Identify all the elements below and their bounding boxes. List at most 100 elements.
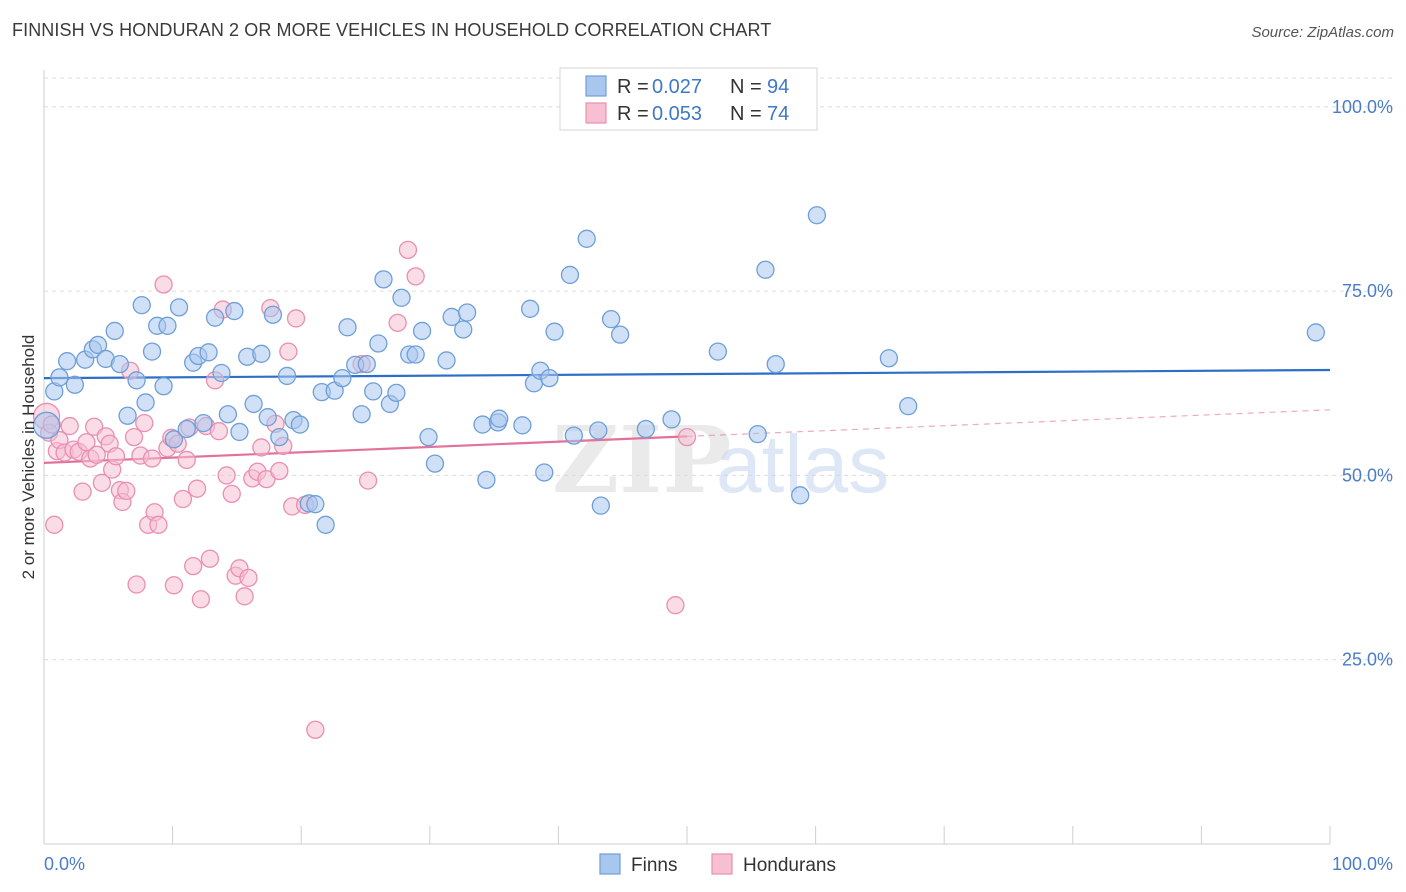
finns-point [387, 383, 406, 403]
x-tick-label-min: 0.0% [44, 854, 85, 874]
y-tick-label-50: 50.0% [1342, 465, 1393, 485]
finns-point [560, 265, 580, 285]
bottom-legend-hondurans-swatch [711, 853, 733, 875]
trend-line-finns [43, 368, 1331, 380]
finns-point [756, 260, 775, 279]
hondurans-point [398, 240, 418, 260]
hondurans-point [306, 720, 325, 739]
finns-point [791, 486, 810, 505]
hondurans-point [187, 479, 207, 498]
hondurans-point [286, 309, 306, 328]
hondurans-point [177, 450, 196, 470]
finns-point [473, 415, 492, 434]
finns-point [169, 298, 189, 317]
finns-point [357, 354, 376, 374]
hondurans-point [217, 466, 236, 485]
finns-point [545, 322, 564, 341]
hondurans-point [127, 575, 146, 594]
finns-point [374, 270, 393, 289]
legend-finns-n-label: N = [730, 76, 767, 98]
x-tick-label-max: 100.0% [1332, 854, 1393, 874]
hondurans-point [142, 449, 162, 468]
hondurans-point [358, 471, 378, 490]
hondurans-point [184, 556, 203, 576]
finns-point [454, 320, 473, 339]
bottom-legend-finns-swatch [599, 853, 621, 875]
finns-point [316, 515, 335, 534]
hondurans-point [239, 568, 258, 588]
finns-point [338, 318, 357, 337]
legend-hondurans-r-label: R = [617, 103, 654, 125]
legend-finns-n-value: 94 [767, 76, 789, 98]
finns-point [177, 419, 196, 439]
finns-point [252, 344, 271, 363]
scatter-points [32, 206, 1326, 739]
hondurans-point [135, 413, 154, 433]
finns-point [136, 393, 155, 412]
y-tick-label-75: 75.0% [1342, 281, 1393, 301]
finns-point [535, 463, 554, 482]
bottom-legend: Finns Hondurans [599, 853, 836, 876]
legend: R = 0.027 N = 94 R = 0.053 N = 74 [559, 67, 818, 131]
legend-hondurans-r-value: 0.053 [652, 103, 702, 125]
finns-point [879, 349, 899, 368]
hondurans-point [117, 481, 136, 501]
hondurans-point [279, 342, 298, 361]
finns-point [352, 405, 371, 424]
finns-point [158, 316, 177, 335]
finns-point [610, 325, 630, 344]
legend-finns-r-value: 0.027 [652, 76, 702, 98]
hondurans-point [235, 587, 254, 606]
finns-point [807, 206, 827, 225]
finns-point [110, 354, 130, 374]
finns-point [205, 308, 225, 327]
hondurans-point [73, 482, 92, 501]
finns-point [244, 394, 263, 414]
finns-point [57, 352, 77, 371]
finns-point [364, 382, 383, 401]
finns-point [258, 408, 277, 427]
finns-point [425, 454, 445, 473]
finns-point [118, 406, 137, 425]
finns-point [899, 396, 918, 416]
finns-point [457, 303, 477, 322]
hondurans-point [666, 596, 685, 615]
finns-point [490, 409, 509, 428]
finns-point [636, 419, 655, 439]
finns-point [564, 426, 583, 445]
finns-point [199, 343, 218, 362]
y-tick-label-25: 25.0% [1342, 650, 1393, 670]
hondurans-point [154, 275, 173, 294]
hondurans-point [173, 489, 193, 509]
finns-point [412, 321, 432, 341]
legend-finns-swatch [585, 75, 607, 97]
finns-point [589, 421, 608, 440]
legend-hondurans-n-label: N = [730, 103, 767, 125]
hondurans-point [222, 484, 241, 504]
finns-point [230, 422, 249, 442]
hondurans-point [87, 445, 106, 464]
hondurans-point [92, 473, 112, 492]
hondurans-point [149, 515, 168, 534]
finns-point [164, 430, 184, 449]
finns-point [290, 415, 310, 434]
finns-point [194, 413, 213, 433]
finns-point [270, 427, 289, 447]
finns-point [601, 310, 621, 329]
finns-point [477, 470, 496, 490]
finns-point [65, 375, 85, 394]
finns-point [513, 416, 532, 435]
finns-point [406, 345, 425, 364]
finns-point [419, 427, 438, 447]
hondurans-point [677, 427, 697, 447]
bottom-legend-finns-label: Finns [631, 855, 677, 876]
finns-point [88, 335, 108, 355]
axes [43, 70, 1331, 845]
hondurans-point [252, 438, 271, 457]
finns-point [591, 496, 610, 515]
finns-point [437, 351, 456, 370]
finns-point [540, 368, 559, 388]
y-axis-label: 2 or more Vehicles in Household [19, 335, 38, 580]
finns-point [132, 295, 151, 315]
